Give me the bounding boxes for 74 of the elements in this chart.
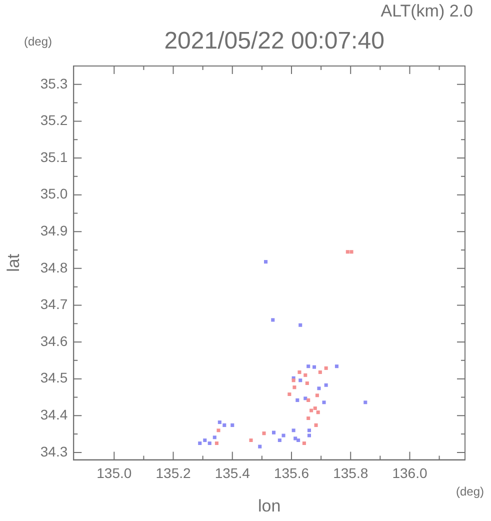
x-axis-title: lon bbox=[258, 496, 281, 516]
y-tick-label: 34.5 bbox=[40, 370, 68, 386]
point bbox=[302, 441, 306, 446]
x-tick-label: 136.0 bbox=[392, 465, 428, 482]
point bbox=[317, 386, 321, 390]
point bbox=[350, 250, 354, 254]
point bbox=[312, 365, 316, 369]
point bbox=[305, 381, 309, 386]
point bbox=[304, 373, 308, 377]
point bbox=[298, 323, 302, 327]
text: (deg) bbox=[24, 34, 52, 48]
point bbox=[316, 410, 320, 414]
point bbox=[272, 430, 276, 434]
point bbox=[304, 396, 308, 400]
point bbox=[315, 394, 319, 398]
y-axis-title: lat bbox=[4, 254, 23, 272]
point bbox=[282, 434, 286, 438]
point bbox=[346, 250, 350, 254]
point bbox=[306, 398, 310, 402]
point bbox=[296, 438, 300, 442]
y-tick-label: 34.3 bbox=[40, 443, 68, 460]
point bbox=[298, 370, 302, 374]
point bbox=[307, 428, 311, 432]
y-tick-label: 35.3 bbox=[40, 75, 68, 92]
point bbox=[292, 428, 296, 432]
point bbox=[310, 408, 314, 412]
x-tick-label: 135.8 bbox=[333, 465, 368, 482]
y-tick-label: 35.1 bbox=[40, 148, 68, 165]
point bbox=[306, 416, 310, 420]
point bbox=[318, 370, 322, 374]
point bbox=[262, 432, 266, 436]
x-tick-label: 135.0 bbox=[96, 465, 132, 482]
point bbox=[216, 428, 220, 432]
point bbox=[313, 406, 317, 410]
point bbox=[306, 364, 310, 368]
y-tick-label: 34.9 bbox=[40, 222, 68, 238]
point bbox=[203, 438, 207, 442]
point bbox=[258, 444, 262, 448]
point bbox=[214, 441, 218, 446]
y-tick-label: 34.4 bbox=[40, 406, 68, 422]
point bbox=[230, 423, 234, 427]
point bbox=[271, 318, 275, 322]
point bbox=[264, 260, 268, 264]
point bbox=[278, 438, 282, 442]
x-tick-label: 135.4 bbox=[214, 465, 250, 482]
y-tick-label: 34.6 bbox=[40, 332, 68, 349]
point bbox=[334, 364, 338, 368]
x-tick-label: 135.2 bbox=[156, 465, 191, 482]
point bbox=[324, 366, 328, 370]
point bbox=[324, 383, 328, 387]
x-tick-label: 135.6 bbox=[274, 465, 310, 482]
point bbox=[364, 400, 368, 404]
point bbox=[222, 423, 226, 427]
point bbox=[212, 436, 216, 440]
point bbox=[307, 434, 311, 438]
point bbox=[208, 441, 212, 446]
point bbox=[198, 441, 202, 446]
point bbox=[288, 392, 292, 396]
y-tick-label: 34.7 bbox=[40, 296, 68, 312]
point bbox=[218, 420, 222, 424]
chart-title: 2021/05/22 00:07:40 bbox=[164, 28, 384, 55]
point bbox=[292, 378, 296, 382]
chart-subtitle: ALT(km) 2.0 bbox=[380, 2, 473, 21]
text: (deg) bbox=[456, 484, 484, 498]
y-tick-label: 35.0 bbox=[40, 186, 68, 202]
point bbox=[314, 423, 318, 427]
point bbox=[298, 378, 302, 382]
point bbox=[294, 436, 298, 440]
y-tick-label: 35.2 bbox=[40, 112, 68, 128]
point bbox=[296, 398, 300, 402]
y-tick-label: 34.8 bbox=[40, 259, 68, 276]
point bbox=[322, 400, 326, 404]
point bbox=[249, 438, 253, 442]
point bbox=[292, 386, 296, 390]
